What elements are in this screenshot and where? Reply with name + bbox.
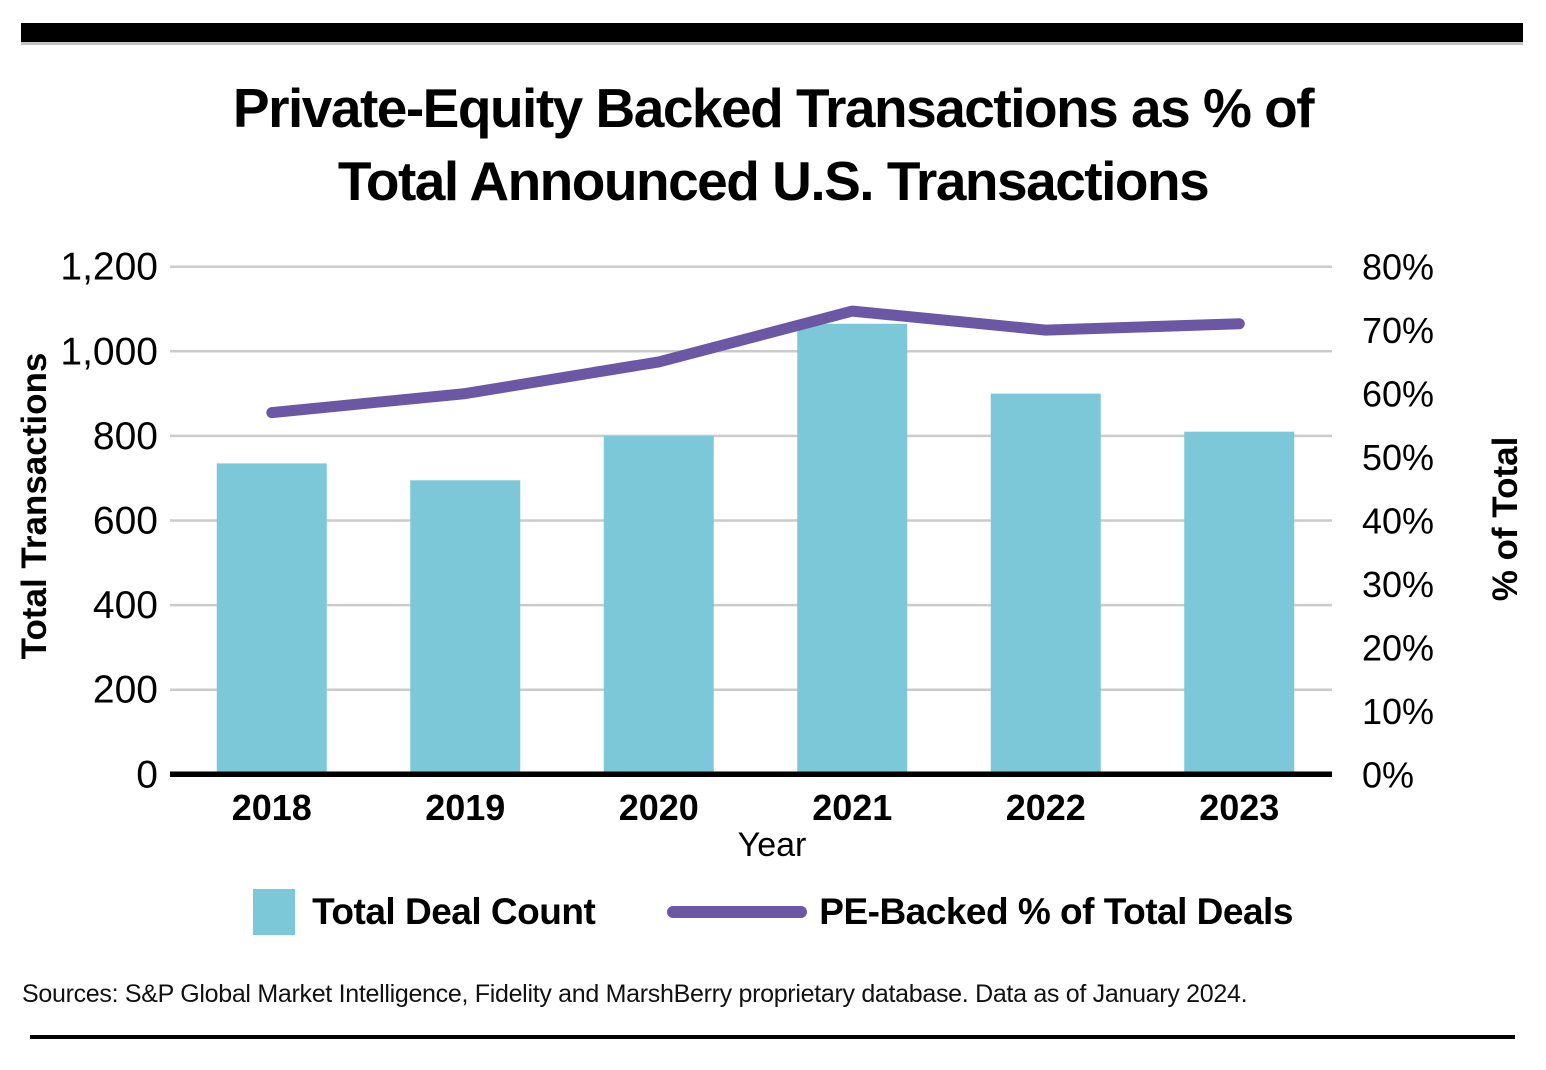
legend-bar-swatch-icon [253, 889, 296, 935]
pe-backed-line [266, 305, 1245, 419]
y-tick-right-6: 60% [1362, 374, 1434, 415]
y-tick-right-1: 10% [1362, 691, 1434, 732]
bar-2021 [797, 323, 908, 775]
bar-2020 [603, 435, 714, 775]
chart-title: Private-Equity Backed Transactions as % … [0, 72, 1546, 218]
bar-2018 [216, 463, 327, 775]
y-axis-title-right: % of Total [1486, 437, 1525, 602]
legend-item-total-deal-count: Total Deal Count [253, 889, 596, 935]
chart-title-line-1: Private-Equity Backed Transactions as % … [232, 77, 1315, 139]
bar-2019 [410, 480, 521, 775]
y-tick-left-6: 1,200 [60, 246, 158, 289]
x-axis-labels: 2018 2019 2020 2021 2022 2023 [232, 787, 1280, 828]
x-axis-title: Year [738, 826, 807, 864]
x-label-2022: 2022 [1006, 787, 1086, 828]
y-tick-right-4: 40% [1362, 501, 1434, 542]
chart-legend: Total Deal Count PE-Backed % of Total De… [0, 884, 1546, 940]
bar-series [216, 323, 1295, 775]
gridlines [170, 265, 1332, 691]
x-label-2019: 2019 [425, 787, 505, 828]
bar-2022 [990, 393, 1101, 775]
y-tick-left-4: 800 [93, 415, 158, 458]
bottom-rule [30, 1035, 1515, 1039]
y-tick-left-0: 0 [136, 753, 158, 796]
chart-title-line-2: Total Announced U.S. Transactions [337, 150, 1210, 213]
x-label-2021: 2021 [812, 787, 892, 828]
legend-line-swatch-icon [667, 906, 808, 918]
y-tick-right-2: 20% [1362, 627, 1434, 668]
source-note: Sources: S&P Global Market Intelligence,… [22, 980, 1248, 1008]
legend-bar-label: Total Deal Count [312, 891, 596, 932]
top-accent-bar [21, 23, 1523, 42]
bar-2023 [1184, 431, 1295, 775]
y-tick-left-2: 400 [93, 584, 158, 627]
y-tick-right-8: 80% [1362, 247, 1434, 288]
y-tick-right-5: 50% [1362, 437, 1434, 478]
y-axis-title-left: Total Transactions [15, 353, 54, 660]
legend-line-label: PE-Backed % of Total Deals [819, 891, 1293, 932]
x-label-2018: 2018 [232, 787, 312, 828]
y-axis-ticks-left: 0 200 400 600 800 1,000 1,200 [60, 246, 158, 797]
y-tick-right-0: 0% [1362, 754, 1414, 795]
y-tick-left-1: 200 [93, 669, 158, 712]
y-axis-ticks-right: 0% 10% 20% 30% 40% 50% 60% 70% 80% [1362, 247, 1434, 796]
y-tick-right-7: 70% [1362, 310, 1434, 351]
x-label-2023: 2023 [1199, 787, 1279, 828]
y-tick-left-3: 600 [93, 500, 158, 543]
y-tick-left-5: 1,000 [60, 330, 158, 373]
x-label-2020: 2020 [619, 787, 699, 828]
y-tick-right-3: 30% [1362, 564, 1434, 605]
legend-item-pe-backed-pct: PE-Backed % of Total Deals [667, 891, 1293, 933]
